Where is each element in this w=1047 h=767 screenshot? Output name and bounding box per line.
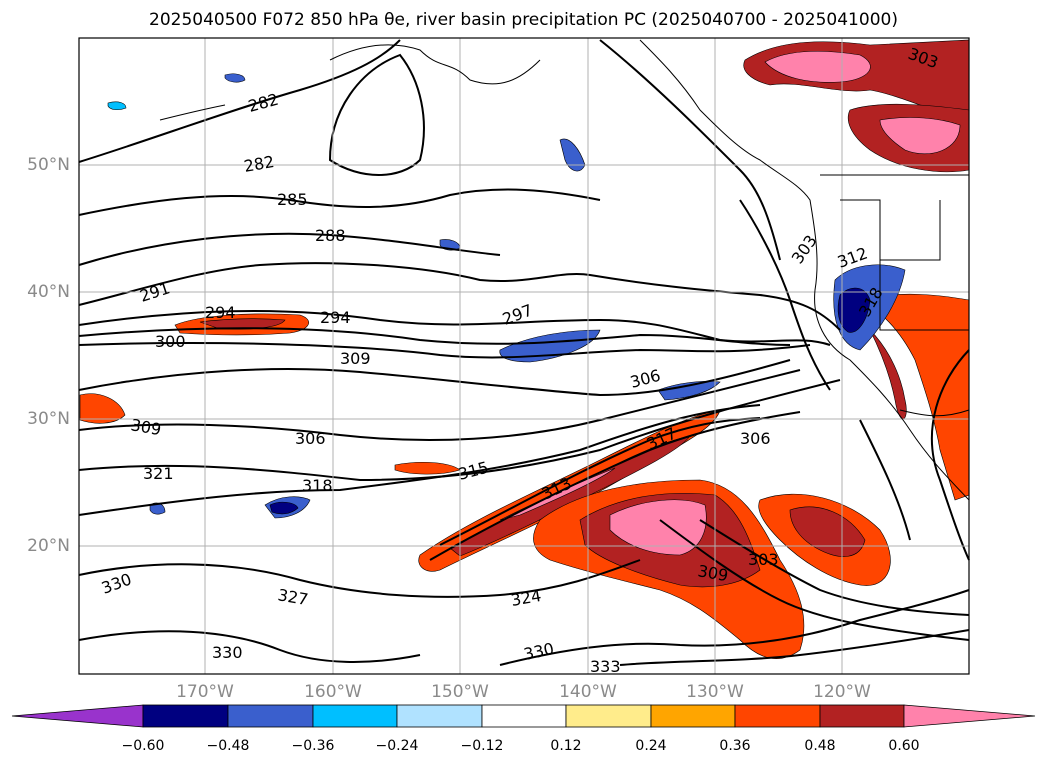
coastlines [159,39,970,501]
colorbar-bin [650,704,736,728]
theta-e-contours [78,39,970,666]
colorbar-tick-label: 0.12 [550,738,582,754]
gridlines [79,38,969,674]
colorbar-bin [396,704,483,728]
contour-label: 318 [302,476,333,495]
plot-border [78,37,970,675]
colorbar-tick-label: −0.36 [291,738,335,754]
latitude-label: 30°N [27,409,70,429]
colorbar [11,704,1036,728]
contour-label: 306 [295,429,326,448]
longitude-label: 130°W [686,682,744,702]
contour-label: 306 [740,429,771,448]
longitude-label: 160°W [304,682,362,702]
colorbar-bin [312,704,398,728]
colorbar-bin [565,704,652,728]
longitude-label: 140°W [559,682,617,702]
colorbar-bin [142,704,229,728]
contour-label: 294 [320,308,351,327]
latitude-label: 50°N [27,155,70,175]
precipitation-shading [79,39,970,659]
contour-label: 300 [155,332,186,351]
longitude-label: 170°W [176,682,234,702]
colorbar-tick-label: −0.48 [206,738,250,754]
contour-label: 303 [748,550,779,569]
colorbar-bin [481,704,567,728]
latitude-label: 20°N [27,536,70,556]
contour-label: 309 [340,349,371,368]
latitude-label: 40°N [27,282,70,302]
contour-label-group: 282 282 285 288 291 294 294 300 309 297 … [99,44,941,676]
colorbar-tick-label: 0.60 [888,738,920,754]
map-title: 2025040500 F072 850 hPa θe, river basin … [149,10,898,30]
colorbar-tick-label: −0.12 [460,738,504,754]
longitude-label: 150°W [431,682,489,702]
colorbar-tick-label: −0.60 [121,738,165,754]
contour-label: 294 [205,303,236,322]
contour-label: 288 [315,226,346,245]
contour-label: 333 [590,657,621,676]
longitude-label: 120°W [813,682,871,702]
colorbar-low-extend [11,704,144,728]
colorbar-tick-label: −0.24 [375,738,419,754]
colorbar-bin [227,704,314,728]
contour-label: 285 [277,190,308,209]
colorbar-tick-label: 0.48 [804,738,836,754]
contour-label: 321 [143,464,174,483]
colorbar-high-extend [903,704,1036,728]
contour-label: 330 [212,643,243,662]
colorbar-bin [819,704,905,728]
colorbar-tick-label: 0.24 [635,738,667,754]
colorbar-tick-label: 0.36 [719,738,751,754]
colorbar-bin [734,704,821,728]
